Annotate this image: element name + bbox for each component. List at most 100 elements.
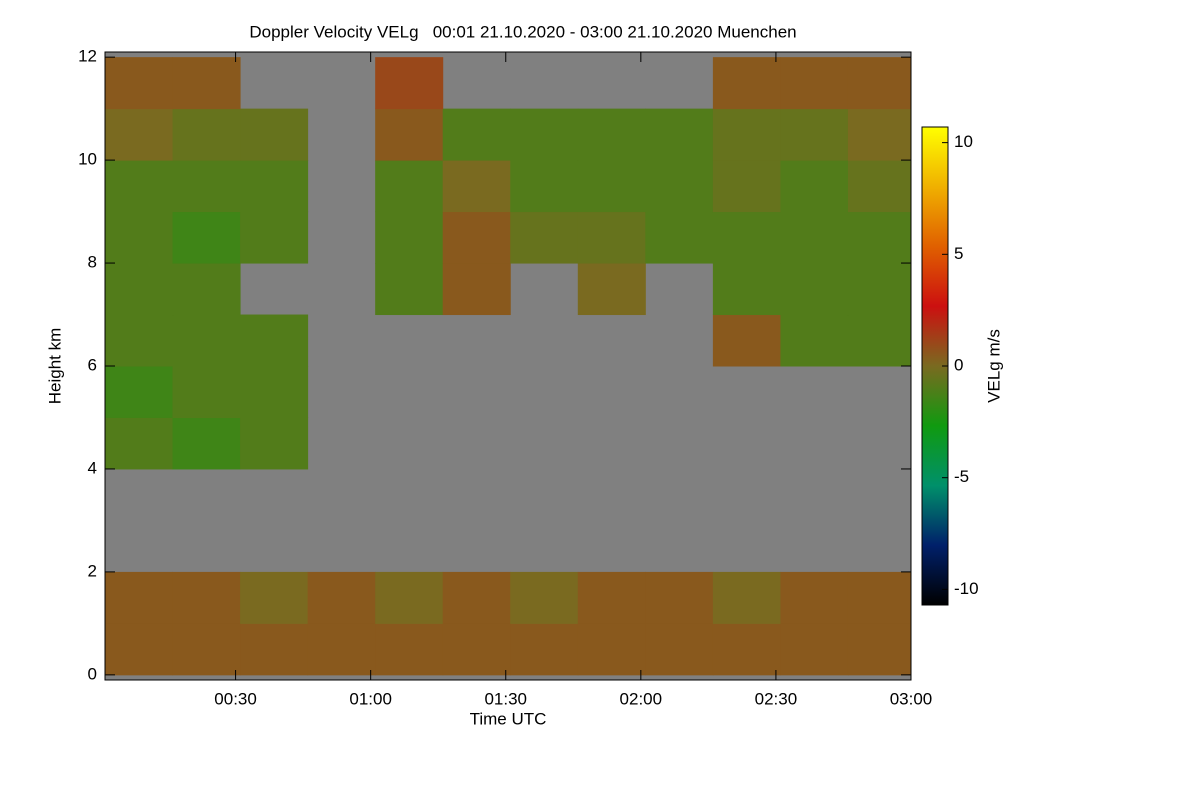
heatmap-cell bbox=[712, 57, 781, 110]
colorbar-tick-label: 5 bbox=[954, 244, 963, 263]
heatmap-cell bbox=[105, 366, 174, 418]
heatmap-cell bbox=[510, 108, 579, 161]
heatmap-cell bbox=[172, 263, 241, 316]
heatmap-cell bbox=[577, 108, 646, 161]
heatmap-cell bbox=[172, 623, 241, 676]
heatmap-cell bbox=[847, 623, 912, 676]
heatmap-cell bbox=[712, 571, 781, 624]
heatmap-cell bbox=[577, 571, 646, 624]
heatmap-cell bbox=[105, 571, 174, 624]
x-axis-label: Time UTC bbox=[470, 709, 547, 728]
heatmap-cell bbox=[172, 366, 241, 418]
heatmap-cell bbox=[712, 623, 781, 676]
y-tick-label: 2 bbox=[88, 561, 97, 580]
heatmap-cell bbox=[240, 366, 309, 418]
heatmap-cell bbox=[712, 263, 781, 316]
heatmap-cell bbox=[307, 623, 376, 676]
heatmap-cell bbox=[780, 623, 849, 676]
heatmap-cell bbox=[645, 623, 714, 676]
heatmap-cell bbox=[307, 571, 376, 624]
heatmap-cell bbox=[240, 160, 309, 213]
heatmap-cell bbox=[442, 211, 511, 264]
heatmap-cell bbox=[442, 108, 511, 161]
heatmap-cell bbox=[510, 211, 579, 264]
heatmap-cell bbox=[780, 263, 849, 316]
heatmap-cell bbox=[712, 211, 781, 264]
heatmap-cell bbox=[712, 108, 781, 161]
y-tick-label: 4 bbox=[88, 458, 97, 477]
heatmap-cell bbox=[577, 623, 646, 676]
y-tick-label: 6 bbox=[88, 355, 97, 374]
chart-title: Doppler Velocity VELg 00:01 21.10.2020 -… bbox=[249, 22, 796, 41]
heatmap-cell bbox=[442, 160, 511, 213]
heatmap-cell bbox=[847, 108, 912, 161]
heatmap-cell bbox=[172, 57, 241, 110]
y-tick-label: 8 bbox=[88, 253, 97, 272]
heatmap-cell bbox=[645, 211, 714, 264]
colorbar-tick-label: 0 bbox=[954, 355, 963, 374]
x-tick-label: 02:30 bbox=[755, 689, 798, 708]
heatmap-cell bbox=[375, 57, 444, 110]
heatmap-cell bbox=[847, 571, 912, 624]
heatmap-cell bbox=[780, 160, 849, 213]
heatmap-cell bbox=[240, 417, 309, 470]
colorbar-tick-label: -10 bbox=[954, 579, 979, 598]
heatmap-cell bbox=[577, 211, 646, 264]
heatmap-cell bbox=[510, 160, 579, 213]
colorbar-tick-label: -5 bbox=[954, 467, 969, 486]
heatmap-cell bbox=[510, 623, 579, 676]
y-axis-label: Height km bbox=[45, 328, 64, 405]
heatmap-cell bbox=[780, 571, 849, 624]
heatmap-cell bbox=[780, 314, 849, 367]
heatmap-cell bbox=[240, 108, 309, 161]
heatmap-cell bbox=[847, 263, 912, 316]
y-tick-label: 10 bbox=[78, 150, 97, 169]
heatmap-cell bbox=[375, 623, 444, 676]
x-tick-label: 01:00 bbox=[349, 689, 392, 708]
heatmap-cell bbox=[712, 314, 781, 367]
heatmap-cell bbox=[442, 571, 511, 624]
y-tick-label: 0 bbox=[88, 664, 97, 683]
heatmap-cell bbox=[847, 160, 912, 213]
heatmap-cell bbox=[577, 160, 646, 213]
heatmap-cell bbox=[645, 108, 714, 161]
heatmap-cell bbox=[105, 417, 174, 470]
heatmap-cell bbox=[375, 571, 444, 624]
x-tick-label: 00:30 bbox=[214, 689, 257, 708]
x-tick-label: 03:00 bbox=[890, 689, 933, 708]
heatmap-cell bbox=[375, 211, 444, 264]
heatmap-cell bbox=[442, 623, 511, 676]
heatmap-cell bbox=[712, 160, 781, 213]
heatmap-cell bbox=[172, 417, 241, 470]
heatmap-cell bbox=[105, 623, 174, 676]
x-tick-label: 02:00 bbox=[620, 689, 663, 708]
heatmap-cell bbox=[172, 314, 241, 367]
heatmap-cell bbox=[645, 571, 714, 624]
heatmap-cell bbox=[172, 571, 241, 624]
heatmap-cell bbox=[105, 314, 174, 367]
heatmap-cell bbox=[172, 108, 241, 161]
heatmap-cell bbox=[240, 314, 309, 367]
heatmap-cell bbox=[645, 160, 714, 213]
y-tick-label: 12 bbox=[78, 47, 97, 66]
heatmap-cell bbox=[172, 160, 241, 213]
heatmap-cell bbox=[780, 57, 849, 110]
heatmap-cell bbox=[375, 160, 444, 213]
heatmap-cell bbox=[105, 160, 174, 213]
heatmap-cell bbox=[240, 623, 309, 676]
heatmap-cell bbox=[442, 263, 511, 316]
heatmap-cell bbox=[577, 263, 646, 316]
heatmap-cell bbox=[105, 108, 174, 161]
colorbar-tick-label: 10 bbox=[954, 132, 973, 151]
heatmap-cell bbox=[780, 211, 849, 264]
x-tick-label: 01:30 bbox=[484, 689, 527, 708]
heatmap-cell bbox=[510, 571, 579, 624]
heatmap-cell bbox=[240, 571, 309, 624]
heatmap-cell bbox=[375, 108, 444, 161]
heatmap-cell bbox=[847, 211, 912, 264]
heatmap-cell bbox=[375, 263, 444, 316]
heatmap-cell bbox=[105, 57, 174, 110]
heatmap-cell bbox=[105, 211, 174, 264]
heatmap-cell bbox=[780, 108, 849, 161]
heatmap-cell bbox=[172, 211, 241, 264]
